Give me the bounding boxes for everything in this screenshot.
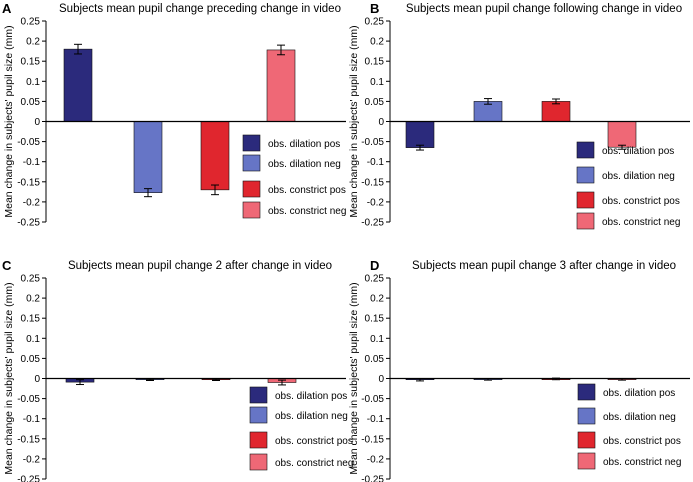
panel-a-legend-label: obs. dilation neg [268,159,341,170]
panel-d-ytick-label: 0 [378,374,384,385]
panel-a-bar-obs-constrict-neg [266,49,296,122]
panel-c-ytick-label: -0.2 [23,454,41,465]
panel-b-ytick-label: -0.15 [361,177,384,188]
panel-d-legend-label: obs. dilation pos [603,388,675,399]
panel-b-bar-obs-dilation-pos [405,121,435,148]
panel-b-ytick-label: 0.2 [370,37,384,48]
panel-a-title: Subjects mean pupil change preceding cha… [59,3,341,15]
panel-b-bar-obs-constrict-pos [541,101,571,122]
panel-b-ytick-label: -0.25 [361,218,384,229]
panel-c-title: Subjects mean pupil change 2 after chang… [68,260,332,272]
panel-d-legend-swatch-obs-constrict-neg [577,452,596,470]
panel-b-legend-label: obs. dilation neg [602,171,675,182]
panel-a-legend-swatch-obs-dilation-pos [242,134,261,152]
panel-b-ytick-label: 0 [378,117,384,128]
panel-a-bar-obs-dilation-neg [133,121,163,193]
panel-c-legend-swatch-obs-constrict-neg [249,453,268,471]
panel-a-bar-obs-dilation-pos [63,48,93,122]
panel-d-legend-label: obs. constrict neg [603,457,681,468]
panel-b-title: Subjects mean pupil change following cha… [406,3,682,15]
panel-b-legend-label: obs. constrict neg [602,217,680,228]
panel-a-ytick-label: 0.2 [26,37,40,48]
panel-c-ytick-label: 0.15 [21,314,41,325]
panel-b-legend-label: obs. dilation pos [602,146,674,157]
panel-a-ytick-label: 0.05 [21,97,41,108]
panel-d-ytick-label: 0.15 [365,314,385,325]
panel-a-legend-label: obs. constrict pos [268,185,346,196]
panel-c-ytick-label: -0.1 [23,414,41,425]
panel-c-legend-label: obs. dilation pos [275,391,347,402]
panel-d-ytick-label: -0.25 [361,475,384,482]
panel-b-bar-obs-constrict-neg [607,121,637,148]
panel-d-legend-label: obs. constrict pos [603,436,681,447]
panel-a-ytick-label: -0.1 [23,157,41,168]
panel-c-legend-swatch-obs-dilation-neg [249,406,268,424]
panel-a-legend-label: obs. dilation pos [268,139,340,150]
panel-d-ytick-label: -0.15 [361,434,384,445]
panel-c-ytick-label: 0.2 [26,294,40,305]
panel-b-ytick-label: 0.1 [370,77,384,88]
panel-b-legend-swatch-obs-dilation-neg [576,166,595,184]
panel-c-ylabel: Mean change in subjects' pupil size (mm) [3,282,15,474]
panel-b-legend-swatch-obs-dilation-pos [576,141,595,159]
panel-c-legend-swatch-obs-dilation-pos [249,386,268,404]
panel-b-ytick-label: -0.2 [367,197,385,208]
panel-b-ytick-label: 0.05 [365,97,385,108]
panel-a-ylabel: Mean change in subjects' pupil size (mm) [3,25,15,217]
panel-a-ytick-label: 0.25 [21,17,41,28]
panel-c-legend-label: obs. constrict pos [275,436,353,447]
panel-a-ytick-label: -0.2 [23,197,41,208]
panel-a-label: A [2,1,12,16]
panel-d-ytick-label: 0.2 [370,294,384,305]
panel-d-legend-swatch-obs-constrict-pos [577,431,596,449]
panel-b-legend-label: obs. constrict pos [602,196,680,207]
panel-c-ytick-label: 0.05 [21,354,41,365]
panel-c-ytick-label: -0.15 [17,434,40,445]
panel-c-legend-label: obs. dilation neg [275,411,348,422]
panel-d-ytick-label: -0.1 [367,414,385,425]
panel-d-legend-swatch-obs-dilation-neg [577,407,596,425]
panel-b-ytick-label: 0.15 [365,57,385,68]
panel-a-ytick-label: 0.15 [21,57,41,68]
panel-d-ytick-label: 0.05 [365,354,385,365]
panel-d-title: Subjects mean pupil change 3 after chang… [412,260,676,272]
panel-c-ytick-label: 0.25 [21,274,41,285]
panel-c-ytick-label: -0.05 [17,394,40,405]
panel-b-ytick-label: 0.25 [365,17,385,28]
panel-b-label: B [370,1,379,16]
panel-c-legend-label: obs. constrict neg [275,458,353,469]
panel-d-legend-swatch-obs-dilation-pos [577,383,596,401]
panel-a-ytick-label: -0.15 [17,177,40,188]
panel-c-label: C [2,258,12,273]
panel-b-legend-swatch-obs-constrict-pos [576,191,595,209]
panel-a-ytick-label: 0.1 [26,77,40,88]
panel-c-ytick-label: 0.1 [26,334,40,345]
panel-a-legend-swatch-obs-dilation-neg [242,154,261,172]
panel-a-legend-swatch-obs-constrict-pos [242,180,261,198]
panel-a-ytick-label: -0.05 [17,137,40,148]
panel-b-ytick-label: -0.05 [361,137,384,148]
panel-d-ytick-label: 0.25 [365,274,385,285]
panel-d-label: D [370,258,379,273]
panel-c-ytick-label: 0 [34,374,40,385]
panel-d-ylabel: Mean change in subjects' pupil size (mm) [348,282,360,474]
panel-d-ytick-label: -0.05 [361,394,384,405]
panel-d-legend-label: obs. dilation neg [603,412,676,423]
panel-c-legend-swatch-obs-constrict-pos [249,431,268,449]
panel-a-ytick-label: -0.25 [17,218,40,229]
panel-a-ytick-label: 0 [34,117,40,128]
panel-b-ylabel: Mean change in subjects' pupil size (mm) [348,25,360,217]
panel-b-legend-swatch-obs-constrict-neg [576,212,595,230]
panel-c-ytick-label: -0.25 [17,475,40,482]
panel-a-legend-label: obs. constrict neg [268,206,346,217]
panel-a-bar-obs-constrict-pos [200,121,230,191]
panel-a-legend-swatch-obs-constrict-neg [242,201,261,219]
panel-b-ytick-label: -0.1 [367,157,385,168]
panel-d-ytick-label: -0.2 [367,454,385,465]
panel-d-ytick-label: 0.1 [370,334,384,345]
